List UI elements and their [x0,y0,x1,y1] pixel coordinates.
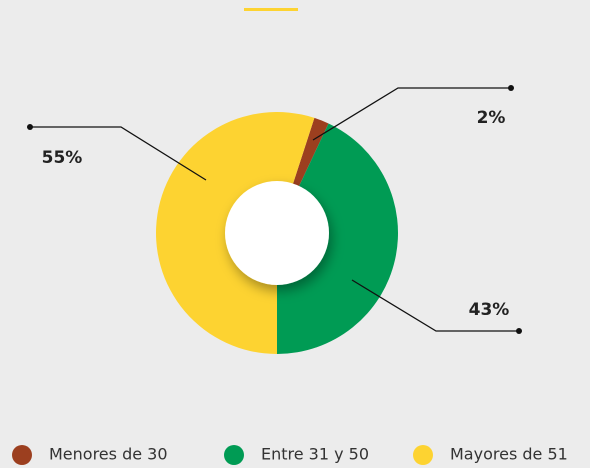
data-label: 55% [42,148,83,168]
legend-swatch [224,445,244,465]
leader-dot [516,328,522,334]
leader-dot [508,85,514,91]
legend-label: Entre 31 y 50 [261,445,369,464]
leader-line [30,126,207,181]
donut-hole [225,181,329,285]
legend-label: Menores de 30 [49,445,168,464]
top-accent [244,8,298,11]
data-label: 2% [477,108,506,128]
leader-line [351,279,519,332]
leader-dot [27,124,33,130]
data-label: 43% [469,300,510,320]
slice [277,123,398,354]
leader-line [312,87,511,141]
legend-swatch [413,445,433,465]
legend-swatch [12,445,32,465]
legend-label: Mayores de 51 [450,445,568,464]
